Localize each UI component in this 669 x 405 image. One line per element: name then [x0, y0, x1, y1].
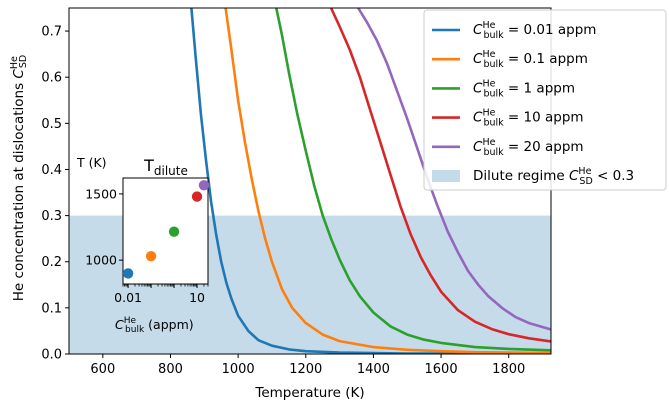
- inset-x-tick-label: 10: [189, 290, 205, 305]
- inset-title-main: T: [143, 156, 154, 175]
- y-tick-label: 0.2: [41, 255, 62, 270]
- inset-title-sub: dilute: [154, 164, 188, 178]
- inset-x-label-rest: (appm): [144, 317, 193, 332]
- inset-x-tick-label: 0.01: [114, 290, 142, 305]
- legend-sub: bulk: [483, 59, 504, 70]
- x-tick-label: 800: [158, 362, 183, 377]
- x-tick-label: 600: [90, 362, 115, 377]
- legend-dilute-rest: < 0.3: [593, 168, 634, 184]
- legend-sub: bulk: [483, 88, 504, 99]
- y-tick-label: 0.0: [41, 348, 62, 363]
- legend-label-c10: CHe bulk = 10 appm: [473, 108, 584, 129]
- inset-x-label-symbol: C: [115, 317, 124, 332]
- y-tick-label: 0.3: [41, 209, 62, 224]
- x-axis-label: Temperature (K): [254, 385, 364, 401]
- y-axis-label-sub: SD: [18, 55, 29, 68]
- inset-point-c10: [192, 191, 202, 201]
- legend: CHe bulk = 0.01 appm CHe bulk = 0.1 appm CHe…: [424, 10, 666, 190]
- inset-point-c20: [199, 180, 209, 190]
- legend-label-c001: CHe bulk = 0.01 appm: [473, 20, 596, 41]
- legend-value: = 20 appm: [504, 139, 584, 155]
- legend-value: = 10 appm: [504, 110, 584, 126]
- legend-label-dilute: Dilute regime CHe SD < 0.3: [473, 166, 634, 187]
- inset-point-c001: [123, 268, 133, 278]
- legend-label-c1: CHe bulk = 1 appm: [473, 78, 575, 99]
- inset-y-tick-label: 1500: [85, 186, 117, 201]
- legend-dilute-sub: SD: [579, 176, 592, 187]
- x-tick-label: 1000: [222, 362, 255, 377]
- legend-label-c20: CHe bulk = 20 appm: [473, 137, 584, 158]
- y-tick-label: 0.7: [41, 25, 62, 40]
- x-tick-label: 1600: [425, 362, 458, 377]
- inset-y-tick-label: 1000: [85, 253, 117, 268]
- y-tick-label: 0.5: [41, 117, 62, 132]
- inset-point-c1: [169, 226, 179, 236]
- y-axis-label-text: He concentration at dislocations: [11, 79, 27, 302]
- legend-sub: bulk: [483, 147, 504, 158]
- x-tick-label: 1200: [289, 362, 322, 377]
- inset-y-label: T (K): [76, 155, 107, 170]
- y-axis-label: He concentration at dislocations CHeSD: [9, 55, 29, 301]
- legend-dilute-text: Dilute regime: [473, 168, 569, 184]
- y-tick-label: 0.6: [41, 71, 62, 86]
- inset-x-label-sub: bulk: [125, 325, 145, 335]
- legend-value: = 1 appm: [504, 80, 575, 96]
- y-tick-label: 0.4: [41, 163, 62, 178]
- legend-sub: bulk: [483, 30, 504, 41]
- legend-label-c01: CHe bulk = 0.1 appm: [473, 49, 588, 70]
- x-tick-label: 1800: [492, 362, 525, 377]
- legend-value: = 0.1 appm: [504, 51, 588, 67]
- inset-point-c01: [146, 251, 156, 261]
- inset-title: Tdilute: [143, 156, 188, 178]
- legend-swatch-dilute: [432, 170, 460, 182]
- y-tick-label: 0.1: [41, 301, 62, 316]
- legend-value: = 0.01 appm: [504, 22, 597, 38]
- x-tick-label: 1400: [357, 362, 390, 377]
- legend-sub: bulk: [483, 118, 504, 129]
